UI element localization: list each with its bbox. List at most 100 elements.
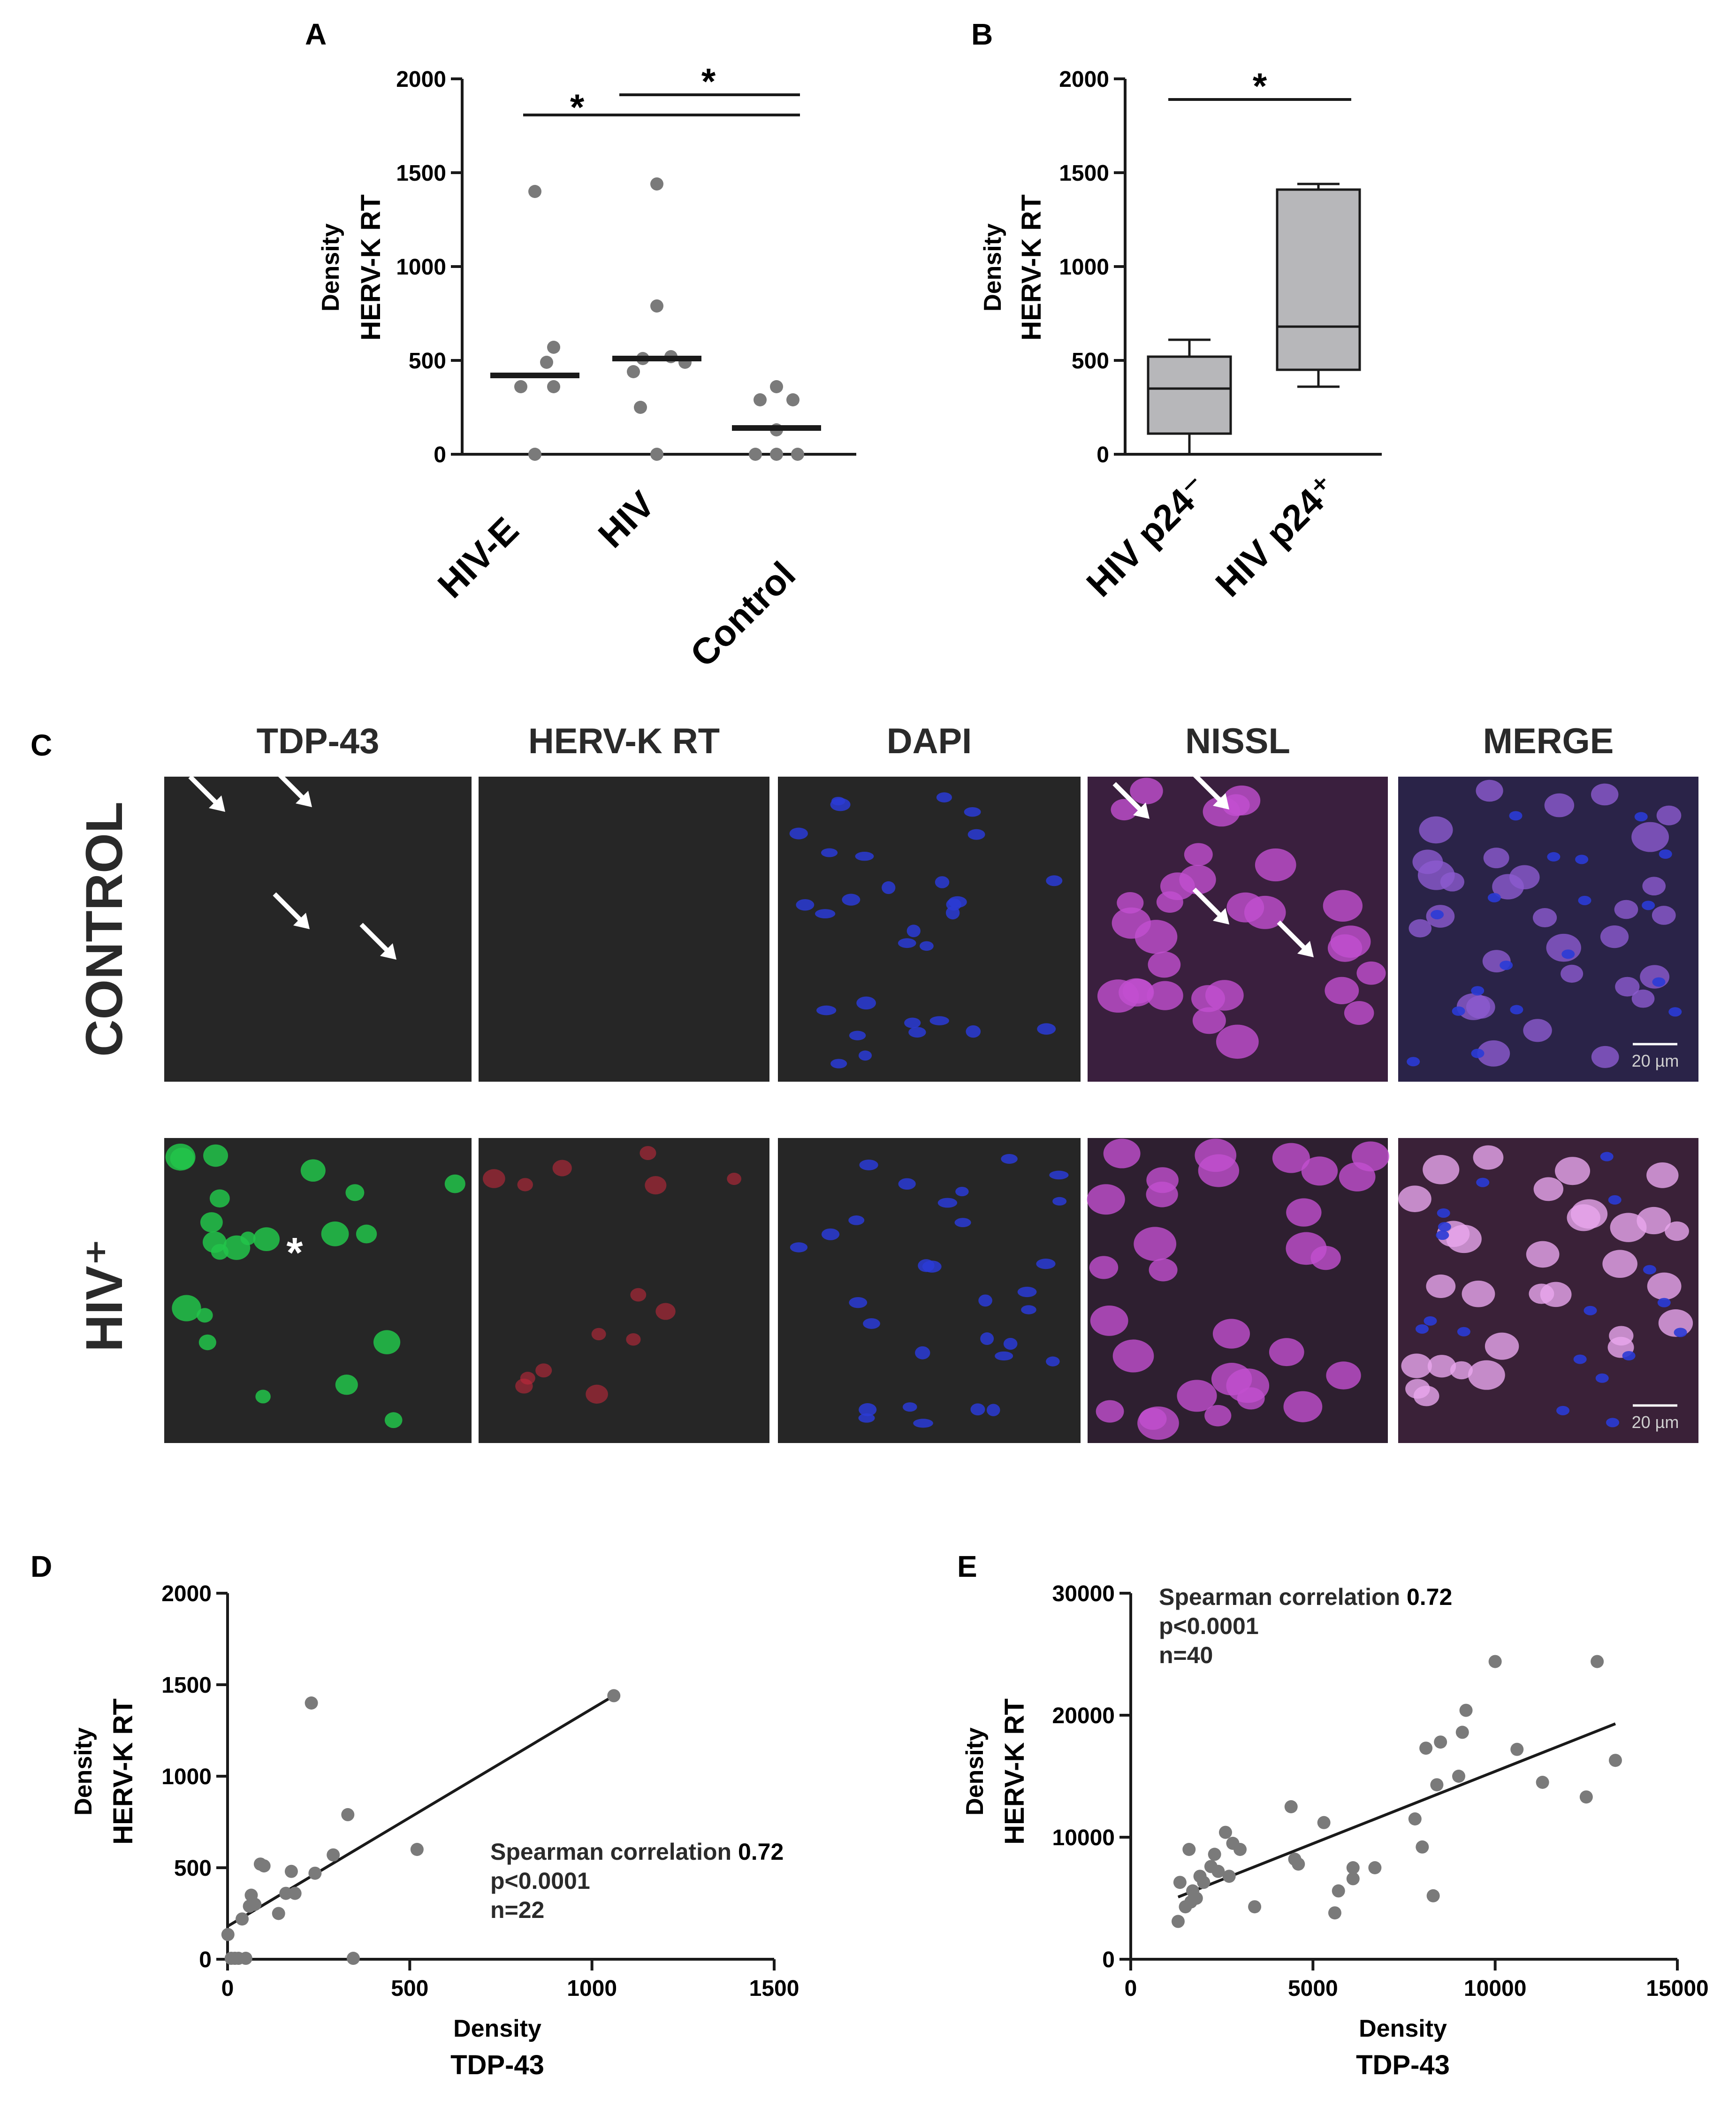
micrograph-cell [980,1332,994,1345]
chart-e-ticks: 0 10000 20000 30000 0 5000 10000 15000 [1052,1581,1709,2001]
micrograph-cell [384,1412,403,1428]
chart-b-y-tick-label: 1500 [1059,161,1109,186]
chart-a-y-tick-label: 2000 [396,67,446,92]
micrograph-nucleus [1652,977,1666,987]
chart-b-category-labels: HIV p24⁻HIV p24⁺ [1078,467,1345,605]
chart-e-xlabel-2: TDP-43 [1356,2050,1450,2080]
chart-e-data-point [1434,1735,1447,1749]
micrograph-cell [856,996,876,1010]
chart-e-y-tick-label: 10000 [1052,1825,1115,1850]
micrograph-cell [1192,1007,1226,1034]
micrograph-cell [209,1189,230,1208]
chart-d-stat-line-1: Spearman correlation 0.72 [490,1839,784,1865]
chart-e-ylabel-2: HERV-K RT [999,1698,1030,1845]
micrograph-cell [253,1227,280,1251]
micrograph-cell [200,1212,223,1233]
chart-a-category-label: Control [682,554,803,675]
micrograph-cell [1637,1207,1671,1235]
chart-d-ylabel-2: HERV-K RT [108,1698,138,1845]
micrograph-cell [945,906,960,920]
chart-d-data-point [346,1952,360,1965]
micrograph-column-header: DAPI [887,721,972,761]
micrograph-cell [1656,805,1682,825]
chart-d-stat-line-2: p<0.0001 [490,1868,590,1894]
chart-a-data-point [650,448,663,461]
micrograph-nucleus [1642,901,1655,910]
micrograph-row-label-hiv: HIV⁺ [76,1238,133,1352]
micrograph-cell [995,1351,1013,1361]
chart-d-data-point [257,1859,271,1873]
chart-e-data-point [1455,1726,1469,1739]
micrograph-cell [1555,1157,1591,1185]
arrow-head-icon [380,943,396,960]
micrograph-cell [1223,785,1261,816]
micrograph-cell [1130,778,1163,804]
micrograph-cell [1036,1258,1056,1269]
micrograph-nucleus [1509,811,1523,821]
chart-e-data-point [1591,1655,1604,1668]
chart-e-data-point [1317,1816,1331,1829]
micrograph-cell [1462,1280,1495,1307]
micrograph-cell [966,1025,981,1038]
micrograph-cell [1179,865,1216,894]
chart-e-data-point [1292,1857,1305,1871]
micrograph-cell [904,1017,921,1028]
panel-letter-e: E [957,1550,977,1583]
micrograph-cell [906,924,921,938]
chart-e-data-point [1416,1840,1429,1854]
chart-a-category-label: HIV [590,483,662,556]
chart-a-category-label: HIV-E [430,509,526,606]
scale-bar-label: 20 µm [1632,1413,1679,1432]
micrograph-cell [535,1363,552,1378]
chart-b-box [1147,355,1232,435]
micrograph-cell [335,1375,358,1395]
chart-e-y-tick-label: 20000 [1052,1703,1115,1728]
chart-a-sig-star-2: * [701,61,716,102]
chart-e-data-point [1171,1915,1185,1928]
micrograph-cell [967,829,985,840]
micrograph-cell [1591,1046,1619,1068]
micrograph-cell [1356,961,1386,985]
micrograph-cell [863,1318,880,1329]
micrograph-cell [1526,1241,1560,1268]
micrograph-cell [1301,1156,1338,1186]
micrograph-cell [552,1160,572,1176]
panel-letter-b: B [971,17,993,51]
chart-d-data-point [221,1928,235,1941]
micrograph-tiles: 20 µm 20 µm * [164,770,1698,1443]
chart-e-regression-line [1177,1722,1616,1899]
micrograph-cell [1184,843,1213,866]
micrograph-cell [935,876,950,888]
panel-letter-c: C [30,728,52,762]
chart-b-sig-star: * [1253,65,1267,107]
chart-e-data-point [1173,1876,1187,1889]
chart-a-y-tick-label: 0 [434,443,446,467]
micrograph-cell [915,1346,930,1360]
micrograph-nucleus [1407,1057,1420,1067]
micrograph-cell [1237,1387,1265,1410]
micrograph-nucleus [1608,1195,1622,1205]
micrograph-cell [830,1059,847,1069]
micrograph-cell [1529,1283,1554,1304]
micrograph-cell [1532,908,1557,928]
micrograph-cell [1615,977,1640,997]
chart-e-data-point [1182,1843,1196,1856]
micrograph-cell [937,1198,958,1208]
micrograph-cell [936,792,952,803]
micrograph-cell [1476,779,1503,802]
chart-d-ticks: 0 500 1000 1500 2000 0 500 1000 1500 [161,1581,799,2001]
micrograph-cell [1327,934,1363,962]
micrograph-cell [356,1224,377,1244]
chart-e-y-tick-label: 0 [1102,1948,1115,1972]
chart-d-xlabel-1: Density [453,2015,541,2042]
chart-e-data-point [1452,1770,1465,1783]
micrograph-cell [1146,1181,1178,1207]
chart-d-data-point [239,1952,252,1965]
micrograph-cell [1401,1353,1432,1378]
chart-a-data-point [514,380,527,393]
micrograph-column-headers: TDP-43 HERV-K RT DAPI NISSL MERGE [257,721,1614,761]
micrograph-cell [1647,1272,1682,1300]
micrograph-row-label-control: CONTROL [76,802,133,1057]
micrograph-cell [954,1218,971,1228]
